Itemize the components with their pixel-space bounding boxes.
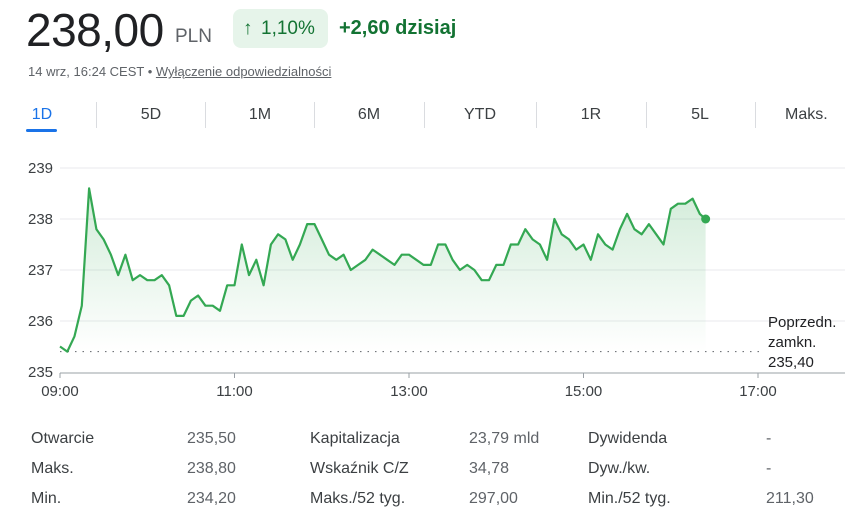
stat-label: Maks.: [31, 460, 74, 477]
percent-change-badge: ↑ 1,10%: [233, 9, 328, 48]
stat-label: Min.: [31, 490, 62, 507]
quote-timestamp: 14 wrz, 16:24 CEST: [28, 64, 145, 79]
last-price-dot: [701, 214, 711, 224]
absolute-change: +2,60 dzisiaj: [339, 17, 457, 39]
x-tick-label: 09:00: [41, 383, 79, 400]
x-tick-label: 13:00: [390, 383, 428, 400]
range-tabs: 1D 5D 1M 6M YTD 1R 5L Maks.: [0, 98, 845, 134]
y-tick-label: 238: [28, 211, 53, 228]
stat-value: -: [766, 430, 772, 447]
stat-value: 235,50: [187, 430, 236, 447]
price-chart[interactable]: 239 238 237 236 235 09:00 11:00 13:00 15:00 17:0…: [0, 140, 845, 410]
tab-ytd[interactable]: YTD: [464, 106, 496, 123]
y-tick-label: 236: [28, 313, 53, 330]
tab-1m[interactable]: 1M: [248, 106, 272, 123]
arrow-up-icon: ↑: [243, 18, 253, 39]
current-price: 238,00: [26, 4, 164, 56]
tab-6m[interactable]: 6M: [357, 106, 381, 123]
tab-maks[interactable]: Maks.: [785, 106, 828, 123]
tab-1r[interactable]: 1R: [580, 106, 602, 123]
tab-divider: [205, 102, 206, 128]
y-axis-ticks: 239 238 237 236 235: [28, 160, 53, 381]
price-area-fill: [60, 188, 706, 352]
y-tick-label: 239: [28, 160, 53, 177]
tab-divider: [536, 102, 537, 128]
quote-meta: 14 wrz, 16:24 CEST • Wyłączenie odpowied…: [28, 64, 331, 79]
stat-label: Maks./52 tyg.: [310, 490, 406, 507]
active-tab-indicator: [26, 129, 57, 132]
tab-divider: [424, 102, 425, 128]
previous-close-label-line-2: zamkn.: [768, 334, 816, 351]
previous-close-label-line-1: Poprzedn.: [768, 314, 836, 331]
tab-divider: [646, 102, 647, 128]
stat-label: Min./52 tyg.: [588, 490, 671, 507]
tab-5l[interactable]: 5L: [691, 106, 709, 123]
meta-separator: •: [147, 64, 153, 79]
percent-change-value: 1,10%: [261, 18, 315, 39]
currency-label: PLN: [175, 26, 212, 47]
stat-label: Dywidenda: [588, 430, 668, 447]
stat-value: 238,80: [187, 460, 236, 477]
stat-label: Kapitalizacja: [310, 430, 400, 447]
x-tick-label: 17:00: [739, 383, 777, 400]
stat-value: 23,79 mld: [469, 430, 540, 447]
previous-close-label-line-3: 235,40: [768, 354, 814, 371]
y-tick-label: 235: [28, 364, 53, 381]
price-line: [59, 187, 707, 353]
stat-value: 297,00: [469, 490, 518, 507]
tab-divider: [96, 102, 97, 128]
stat-label: Wskaźnik C/Z: [310, 460, 409, 477]
stat-value: 211,30: [766, 490, 814, 507]
stat-label: Otwarcie: [31, 430, 95, 447]
stat-label: Dyw./kw.: [588, 460, 651, 477]
tab-divider: [755, 102, 756, 128]
stat-value: 234,20: [187, 490, 236, 507]
tab-divider: [314, 102, 315, 128]
disclaimer-link[interactable]: Wyłączenie odpowiedzialności: [155, 64, 332, 79]
stat-value: 34,78: [469, 460, 510, 477]
tab-1d[interactable]: 1D: [31, 106, 53, 123]
x-tick-label: 15:00: [565, 383, 603, 400]
x-axis-ticks: 09:00 11:00 13:00 15:00 17:00: [41, 373, 777, 400]
x-tick-label: 11:00: [216, 383, 252, 400]
stat-value: -: [766, 460, 772, 477]
tab-5d[interactable]: 5D: [140, 106, 162, 123]
y-tick-label: 237: [28, 262, 53, 279]
